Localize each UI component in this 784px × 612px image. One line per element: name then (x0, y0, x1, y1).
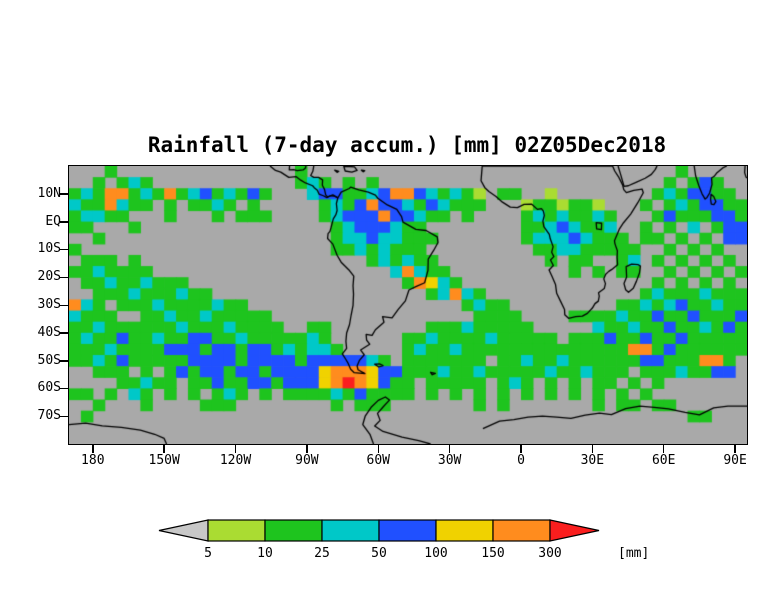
x-axis-tick-mark (163, 445, 165, 453)
x-axis-tick-label: 30W (437, 453, 462, 468)
x-axis-tick-label: 150W (148, 453, 180, 468)
y-axis-tick-mark (60, 221, 68, 223)
x-axis-tick-label: 180 (81, 453, 105, 468)
x-axis-tick-label: 60E (651, 453, 676, 468)
x-axis-tick-mark (92, 445, 94, 453)
colorbar-segment-150 (492, 519, 551, 542)
x-axis-tick-label: 30E (580, 453, 605, 468)
y-axis-tick-mark (60, 304, 68, 306)
colorbar: 5 10 25 50 100 150 300 [mm] (158, 519, 698, 565)
colorbar-tick-label: 50 (371, 546, 387, 561)
y-axis-tick-mark (60, 332, 68, 334)
y-axis-tick-label: 10S (37, 241, 61, 257)
y-axis-tick-label: 10N (37, 185, 61, 201)
y-axis-tick-label: 30S (37, 297, 61, 312)
y-axis-tick-label: 70S (37, 408, 61, 424)
colorbar-tick-label: 100 (424, 546, 447, 561)
x-axis-tick-label: 120W (219, 453, 252, 468)
x-axis-tick-mark (306, 445, 308, 453)
colorbar-tick-label: 300 (538, 546, 561, 561)
y-axis-tick-mark (60, 193, 68, 195)
y-axis-tick-mark (60, 248, 68, 251)
colorbar-segment-25 (321, 519, 380, 542)
x-axis-tick-mark (662, 445, 665, 453)
x-axis-tick-mark (520, 445, 522, 453)
colorbar-segment-10 (264, 519, 323, 542)
x-axis-tick-label: 0 (517, 453, 525, 468)
y-axis-tick-label: EQ (45, 213, 61, 229)
colorbar-left-arrow (158, 519, 209, 542)
x-axis-tick-mark (734, 445, 736, 453)
colorbar-segment-100 (435, 519, 494, 542)
y-axis-tick-label: 40S (37, 324, 61, 340)
map-plot-frame: 10N EQ 10S 20S 30S 40S 50S 60S 70S 180 150W 120W 90W… (38, 165, 748, 468)
x-axis-tick-mark (234, 445, 237, 453)
colorbar-svg: 5 10 25 50 100 150 300 [mm] (158, 519, 649, 561)
y-axis-tick-mark (60, 276, 68, 279)
y-axis-tick-label: 20S (37, 269, 61, 285)
colorbar-tick-label: 25 (314, 546, 330, 561)
x-axis-tick-mark (591, 445, 594, 453)
colorbar-segment-50 (378, 519, 437, 542)
colorbar-right-arrow (549, 519, 600, 542)
y-axis-tick-mark (60, 360, 68, 362)
colorbar-tick-label: 10 (257, 546, 273, 561)
x-axis-tick-label: 90E (723, 453, 747, 468)
colorbar-segment-5 (207, 519, 266, 542)
colorbar-units-label: [mm] (618, 546, 649, 561)
x-axis-tick-mark (377, 445, 379, 453)
x-axis-tick-mark (448, 445, 451, 453)
rainfall-map-canvas (69, 166, 747, 444)
y-axis-tick-mark (60, 387, 68, 390)
y-axis-tick-label: 60S (37, 380, 61, 396)
x-axis-tick-label: 90W (295, 453, 319, 468)
y-axis-tick-label: 50S (37, 352, 61, 368)
colorbar-tick-label: 5 (204, 546, 212, 561)
colorbar-tick-label: 150 (481, 546, 504, 561)
y-axis-tick-mark (60, 415, 68, 418)
plot-title: Rainfall (7-day accum.) [mm] 02Z05Dec201… (147, 133, 667, 157)
x-axis-tick-label: 60W (366, 453, 390, 468)
